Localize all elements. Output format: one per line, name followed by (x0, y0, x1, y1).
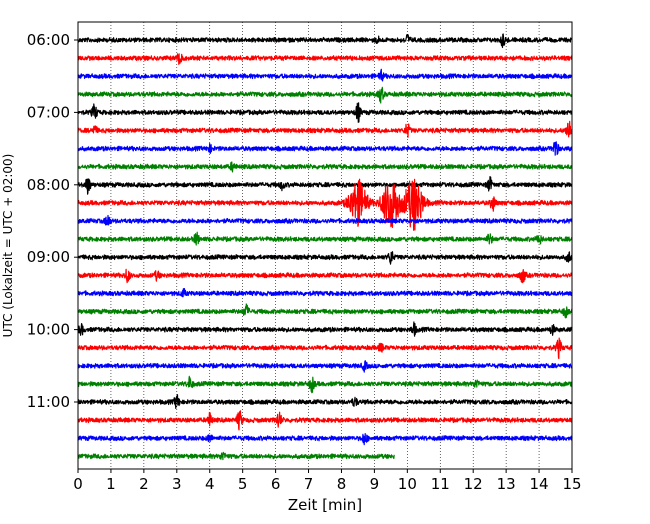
trace-0800 (77, 176, 573, 195)
trace-0830 (77, 214, 573, 226)
tick-layer: 0 1 2 3 4 5 6 7 8 9 10 11 12 13 14 1506:0007:0008:0009:… (27, 31, 582, 493)
x-tick-label: 5 (238, 475, 248, 493)
y-tick-label: 08:00 (27, 176, 70, 194)
trace-0730 (77, 141, 573, 156)
trace-1030 (77, 360, 573, 373)
x-tick-label: 1 (106, 475, 116, 493)
x-tick-label: 10 (398, 475, 417, 493)
x-tick-label: 6 (271, 475, 281, 493)
trace-0900 (77, 251, 573, 265)
trace-0645 (77, 86, 573, 104)
y-axis-label: UTC (Lokalzeit = UTC + 02:00) (1, 154, 15, 338)
trace-1015 (77, 337, 573, 360)
trace-0845 (77, 231, 573, 246)
trace-0915 (77, 268, 573, 284)
x-tick-label: 12 (464, 475, 483, 493)
plot-frame (77, 21, 573, 470)
trace-0630 (77, 68, 573, 82)
trace-0615 (77, 53, 573, 65)
trace-0600 (77, 33, 573, 49)
x-tick-label: 13 (497, 475, 516, 493)
y-tick-label: 07:00 (27, 103, 70, 121)
trace-1145 (77, 451, 395, 461)
x-tick-label: 14 (530, 475, 549, 493)
x-tick-label: 8 (337, 475, 347, 493)
x-tick-label: 11 (431, 475, 450, 493)
trace-1130 (77, 433, 573, 446)
trace-1045 (77, 375, 573, 394)
x-tick-label: 9 (370, 475, 380, 493)
y-tick-label: 09:00 (27, 248, 70, 266)
trace-layer (77, 33, 573, 461)
y-tick-label: 11:00 (27, 393, 70, 411)
trace-1115 (77, 410, 573, 431)
x-axis-label: Zeit [min] (288, 496, 362, 514)
x-tick-label: 2 (139, 475, 149, 493)
trace-0715 (77, 120, 573, 138)
trace-0700 (77, 102, 573, 123)
y-tick-label: 06:00 (27, 31, 70, 49)
trace-0815 (77, 178, 573, 231)
trace-0745 (77, 161, 573, 173)
grid-layer (110, 22, 540, 469)
x-tick-label: 4 (205, 475, 215, 493)
x-tick-label: 15 (562, 475, 581, 493)
trace-0930 (77, 288, 573, 298)
trace-1000 (77, 321, 573, 337)
x-tick-label: 3 (172, 475, 182, 493)
trace-0945 (77, 303, 573, 319)
x-tick-label: 0 (73, 475, 83, 493)
trace-1100 (77, 394, 573, 409)
x-tick-label: 7 (304, 475, 314, 493)
y-tick-label: 10:00 (27, 321, 70, 339)
